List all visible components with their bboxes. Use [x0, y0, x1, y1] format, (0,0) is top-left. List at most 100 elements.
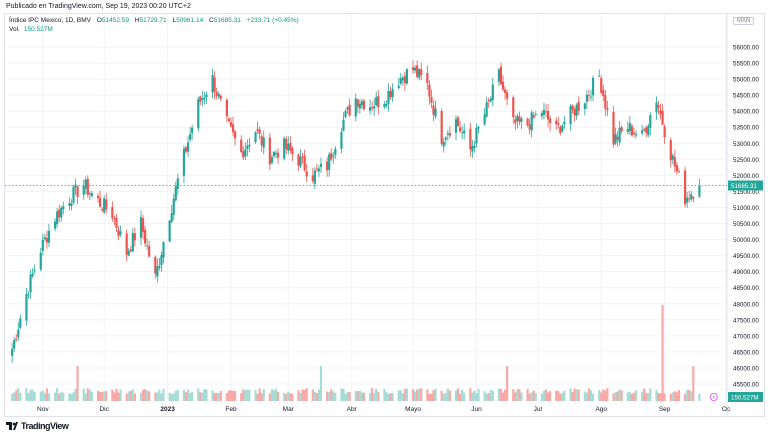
volume-bar [647, 392, 650, 401]
candle-body [385, 103, 388, 106]
volume-bar [506, 366, 509, 401]
volume-bar [418, 388, 421, 401]
candle-body [156, 266, 159, 277]
y-tick-label: 52000.00 [733, 173, 759, 180]
candle-body [432, 105, 435, 115]
candle-body [477, 126, 480, 129]
candle-body [328, 154, 331, 170]
y-tick-label: 50500.00 [733, 221, 759, 228]
volume-bar [657, 392, 660, 401]
candle-body [634, 134, 638, 136]
volume-bar [262, 389, 265, 401]
volume-bar [127, 391, 130, 401]
volume-bar [397, 390, 400, 401]
volume-bar [416, 389, 419, 401]
candle-body [143, 229, 147, 244]
volume-bar [688, 389, 691, 401]
volume-bar [84, 393, 87, 401]
x-tick-label: 2023 [160, 406, 175, 413]
volume-bar [360, 392, 364, 401]
volume-bar [240, 393, 243, 401]
volume-bar [675, 392, 679, 401]
y-tick-label: 47500.00 [733, 317, 759, 324]
candle-body [561, 125, 564, 132]
volume-bar [577, 389, 580, 401]
x-tick-label: Mar [283, 406, 295, 413]
candle-body [285, 138, 288, 150]
candle-body [356, 99, 359, 107]
candle-body [661, 111, 664, 125]
candle-body [368, 107, 372, 111]
volume-bar [105, 390, 108, 401]
candle-body [362, 100, 366, 110]
volume-bar [520, 392, 523, 401]
volume-bar [303, 389, 306, 401]
volume-bar [348, 392, 351, 401]
candle-body [377, 96, 380, 108]
volume-bar [534, 393, 537, 401]
candle-body [487, 100, 490, 102]
candle-body [616, 136, 619, 140]
volume-bar [25, 388, 28, 401]
volume-bar [620, 390, 623, 401]
candle-body [489, 98, 492, 102]
candle-body [274, 152, 278, 155]
volume-bar [219, 391, 222, 401]
volume-bar [74, 388, 77, 401]
candle-body [446, 133, 449, 135]
volume-bar [671, 392, 674, 401]
candle-body [375, 97, 378, 106]
candle-body [84, 179, 87, 189]
volume-bar [272, 390, 276, 401]
candle-body [420, 69, 423, 76]
candle-body [440, 110, 443, 144]
volume-bar [499, 388, 503, 401]
volume-bar [254, 390, 257, 401]
candle-body [677, 171, 681, 173]
candle-body [663, 126, 666, 138]
candle-body [141, 218, 145, 232]
volume-bar [569, 388, 572, 401]
candle-body [43, 237, 46, 240]
candle-body [454, 119, 458, 133]
candle-body [111, 207, 114, 219]
volume-bar [68, 393, 71, 401]
volume-bar [340, 388, 343, 401]
candle-body [276, 152, 280, 158]
candle-body [491, 84, 494, 100]
volume-bar [154, 392, 157, 401]
currency-badge[interactable]: MXN [733, 17, 755, 25]
volume-bar [311, 389, 314, 401]
x-tick-label: Ago [595, 406, 607, 413]
candle-body [184, 147, 188, 152]
volume-bar [283, 392, 286, 401]
volume-bar [428, 393, 431, 401]
candle-body [430, 96, 433, 103]
candle-body [391, 88, 394, 98]
candle-body [645, 127, 648, 133]
y-tick-label: 47000.00 [733, 333, 759, 340]
last-volume-badge [728, 392, 763, 402]
volume-bar [516, 389, 519, 401]
y-tick-label: 54000.00 [733, 109, 759, 116]
candle-body [215, 91, 218, 96]
volume-bar [391, 392, 394, 401]
footer-branding[interactable]: TradingView [6, 421, 69, 431]
volume-bar [285, 393, 288, 401]
volume-bar [188, 392, 192, 401]
volume-bar [344, 393, 347, 401]
candle-body [125, 233, 128, 255]
symbol-name[interactable]: Índice IPC Mexico, 1D, BMV [9, 17, 91, 24]
candle-body [544, 111, 548, 113]
volume-bar [146, 390, 149, 401]
candle-body [13, 339, 16, 349]
candle-body [186, 142, 190, 152]
candle-body [577, 101, 580, 111]
volume-label[interactable]: Vol. [9, 26, 20, 33]
tradingview-logo-icon [6, 422, 18, 430]
volume-bar [430, 393, 433, 401]
candle-body [373, 106, 376, 109]
x-tick-label: Feb [225, 406, 237, 413]
volume-bar [514, 392, 517, 401]
